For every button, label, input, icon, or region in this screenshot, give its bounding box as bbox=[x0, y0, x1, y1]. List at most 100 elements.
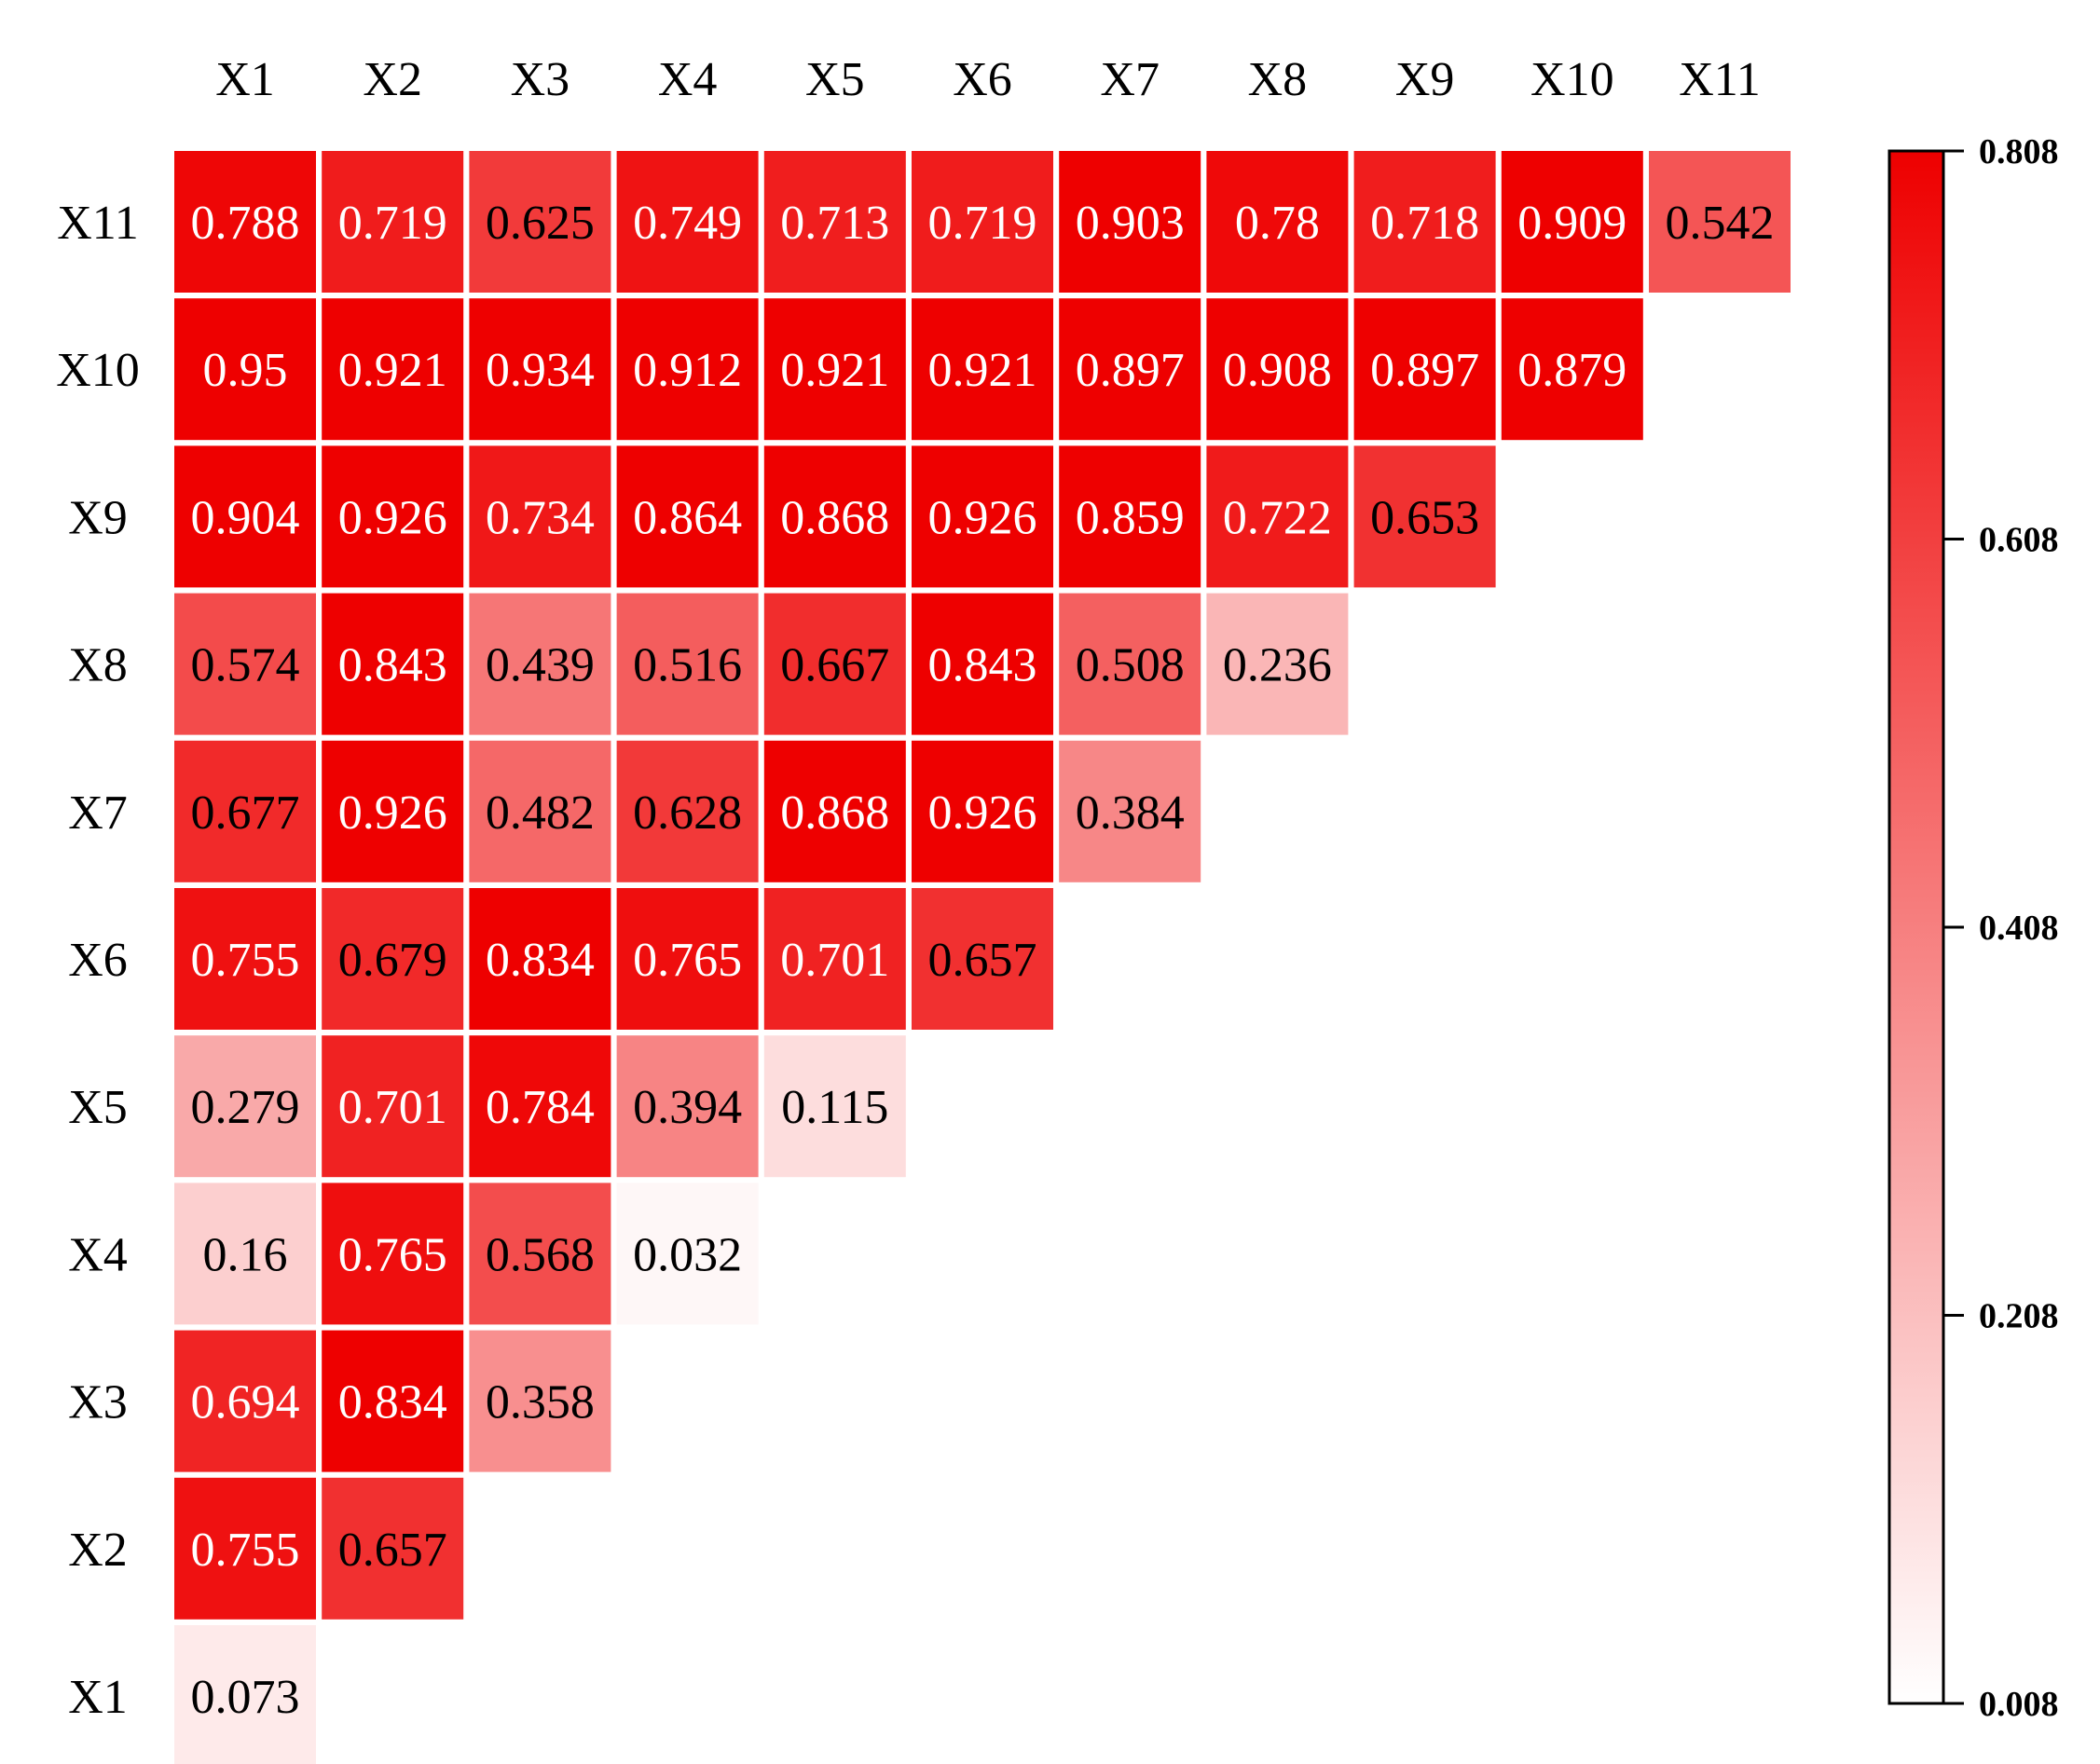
cell-value-label: 0.713 bbox=[780, 197, 889, 250]
cell-value-label: 0.926 bbox=[338, 491, 447, 544]
heatmap-cell bbox=[912, 888, 1053, 1030]
heatmap-cell bbox=[469, 593, 611, 735]
y-tick-label: X6 bbox=[68, 934, 128, 987]
cell-value-label: 0.868 bbox=[780, 491, 889, 544]
heatmap-cell bbox=[469, 445, 611, 588]
x-tick-label: X4 bbox=[658, 53, 718, 106]
cell-value-label: 0.897 bbox=[1370, 344, 1479, 397]
heatmap-cell bbox=[1649, 151, 1791, 293]
cell-value-label: 0.516 bbox=[633, 639, 742, 692]
heatmap-cell bbox=[174, 740, 316, 882]
cell-value-label: 0.677 bbox=[191, 786, 300, 840]
cell-value-label: 0.926 bbox=[928, 491, 1037, 544]
heatmap-cell bbox=[1059, 593, 1201, 735]
cell-value-label: 0.073 bbox=[191, 1671, 300, 1724]
x-tick-label: X11 bbox=[1679, 53, 1761, 106]
cell-value-label: 0.657 bbox=[928, 934, 1037, 987]
heatmap-cell bbox=[469, 888, 611, 1030]
heatmap-cell bbox=[616, 1035, 759, 1178]
heatmap-cell bbox=[1059, 445, 1201, 588]
cell-value-label: 0.921 bbox=[338, 344, 447, 397]
heatmap-cell bbox=[616, 888, 759, 1030]
x-tick-label: X7 bbox=[1100, 53, 1160, 106]
heatmap-cell bbox=[469, 1183, 611, 1325]
cell-value-label: 0.653 bbox=[1370, 491, 1479, 544]
cell-value-label: 0.722 bbox=[1223, 491, 1332, 544]
heatmap-cell bbox=[763, 888, 906, 1030]
heatmap-cell bbox=[322, 1035, 464, 1178]
y-tick-label: X7 bbox=[68, 786, 128, 840]
x-axis-labels: X1 X2 X3 X4 X5 X6 X7 X8 X9 X10 X11 bbox=[215, 53, 1761, 106]
x-tick-label: X1 bbox=[215, 53, 275, 106]
heatmap-cell bbox=[174, 445, 316, 588]
y-axis-labels: X11 X10 X9 X8 X7 X6 X5 X4 X3 X2 X1 bbox=[56, 197, 140, 1724]
heatmap-cell bbox=[1353, 151, 1496, 293]
heatmap-cell bbox=[1206, 151, 1349, 293]
colorbar-tick-label: 0.008 bbox=[1979, 1685, 2059, 1724]
heatmap-cell bbox=[912, 593, 1053, 735]
heatmap-cell bbox=[322, 151, 464, 293]
heatmap-cell bbox=[469, 740, 611, 882]
x-tick-label: X6 bbox=[953, 53, 1012, 106]
cell-value-label: 0.926 bbox=[928, 786, 1037, 840]
colorbar-tick-label: 0.208 bbox=[1979, 1297, 2059, 1336]
heatmap-cell bbox=[469, 1330, 611, 1472]
heatmap-cell bbox=[763, 740, 906, 882]
heatmap-cell bbox=[763, 298, 906, 441]
cell-value-label: 0.482 bbox=[486, 786, 595, 840]
x-tick-label: X5 bbox=[805, 53, 865, 106]
cell-value-label: 0.903 bbox=[1076, 197, 1185, 250]
cell-value-label: 0.909 bbox=[1517, 197, 1626, 250]
heatmap-cell bbox=[174, 1035, 316, 1178]
colorbar-tick-label: 0.408 bbox=[1979, 909, 2059, 948]
heatmap-cell bbox=[616, 593, 759, 735]
cell-value-label: 0.897 bbox=[1076, 344, 1185, 397]
cell-value-label: 0.628 bbox=[633, 786, 742, 840]
heatmap-cell bbox=[469, 298, 611, 441]
heatmap-cell bbox=[174, 1477, 316, 1620]
heatmap-cell bbox=[322, 1477, 464, 1620]
cell-value-label: 0.926 bbox=[338, 786, 447, 840]
cell-value-label: 0.279 bbox=[191, 1081, 300, 1134]
heatmap-cell bbox=[1059, 740, 1201, 882]
heatmap-cell bbox=[1501, 151, 1643, 293]
y-tick-label: X10 bbox=[56, 344, 140, 397]
heatmap-cell bbox=[322, 1330, 464, 1472]
cell-value-label: 0.394 bbox=[633, 1081, 742, 1134]
heatmap-cell bbox=[912, 445, 1053, 588]
heatmap-cell bbox=[763, 151, 906, 293]
cell-value-label: 0.859 bbox=[1076, 491, 1185, 544]
cell-value-label: 0.719 bbox=[338, 197, 447, 250]
heatmap-cell bbox=[322, 298, 464, 441]
cell-value-label: 0.755 bbox=[191, 934, 300, 987]
x-tick-label: X2 bbox=[363, 53, 422, 106]
cell-value-label: 0.879 bbox=[1517, 344, 1626, 397]
colorbar-tick-label: 0.808 bbox=[1979, 132, 2059, 171]
cell-value-label: 0.679 bbox=[338, 934, 447, 987]
cell-value-label: 0.236 bbox=[1223, 639, 1332, 692]
heatmap-cell bbox=[616, 151, 759, 293]
heatmap-cell bbox=[174, 298, 316, 441]
cell-value-label: 0.921 bbox=[928, 344, 1037, 397]
cell-value-label: 0.719 bbox=[928, 197, 1037, 250]
x-tick-label: X9 bbox=[1395, 53, 1455, 106]
cell-value-label: 0.568 bbox=[486, 1228, 595, 1281]
cell-value-label: 0.749 bbox=[633, 197, 742, 250]
heatmap-cell bbox=[1353, 445, 1496, 588]
y-tick-label: X3 bbox=[68, 1376, 128, 1429]
heatmap-cell bbox=[912, 740, 1053, 882]
y-tick-label: X9 bbox=[68, 491, 128, 544]
heatmap-cell bbox=[174, 1183, 316, 1325]
cell-value-label: 0.908 bbox=[1223, 344, 1332, 397]
cell-value-label: 0.912 bbox=[633, 344, 742, 397]
cell-value-label: 0.032 bbox=[633, 1228, 742, 1281]
cell-value-label: 0.16 bbox=[203, 1228, 288, 1281]
heatmap-cell bbox=[1059, 151, 1201, 293]
heatmap-cell bbox=[616, 445, 759, 588]
cell-value-label: 0.788 bbox=[191, 197, 300, 250]
y-tick-label: X1 bbox=[68, 1671, 128, 1724]
x-tick-label: X8 bbox=[1248, 53, 1308, 106]
y-tick-label: X8 bbox=[68, 639, 128, 692]
cell-value-label: 0.78 bbox=[1235, 197, 1320, 250]
cell-value-label: 0.784 bbox=[486, 1081, 595, 1134]
